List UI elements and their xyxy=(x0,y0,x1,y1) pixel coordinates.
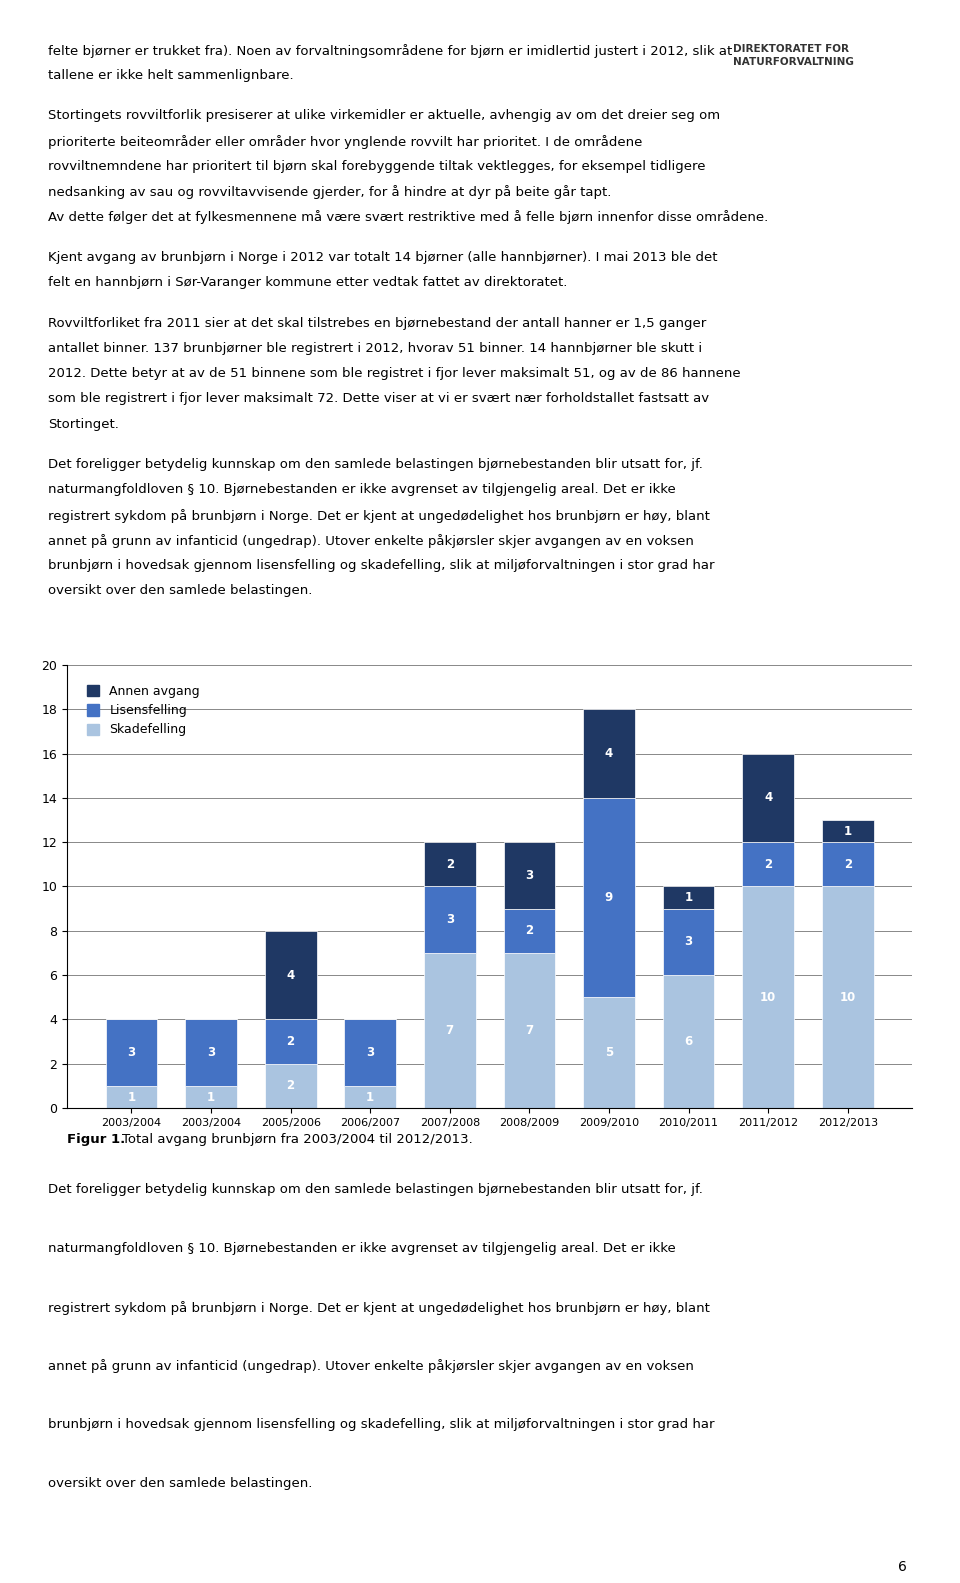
Text: 3: 3 xyxy=(366,1046,374,1059)
Text: 10: 10 xyxy=(840,991,856,1004)
Bar xyxy=(424,842,475,886)
Bar xyxy=(345,1019,396,1086)
Bar xyxy=(504,842,555,909)
Text: brunbjørn i hovedsak gjennom lisensfelling og skadefelling, slik at miljøforvalt: brunbjørn i hovedsak gjennom lisensfelli… xyxy=(48,559,714,571)
Text: 2: 2 xyxy=(445,858,454,871)
Text: 1: 1 xyxy=(844,825,852,837)
Text: annet på grunn av infanticid (ungedrap). Utover enkelte påkjørsler skjer avgange: annet på grunn av infanticid (ungedrap).… xyxy=(48,533,694,548)
Text: 2: 2 xyxy=(287,1080,295,1092)
Bar xyxy=(504,909,555,953)
Text: Stortingets rovviltforlik presiserer at ulike virkemidler er aktuelle, avhengig : Stortingets rovviltforlik presiserer at … xyxy=(48,109,720,122)
Text: Total avgang brunbjørn fra 2003/2004 til 2012/2013.: Total avgang brunbjørn fra 2003/2004 til… xyxy=(122,1133,473,1146)
Text: rovviltnemndene har prioritert til bjørn skal forebyggende tiltak vektlegges, fo: rovviltnemndene har prioritert til bjørn… xyxy=(48,160,706,173)
Text: 3: 3 xyxy=(525,869,534,882)
Bar xyxy=(822,820,874,842)
Text: 3: 3 xyxy=(684,936,692,948)
Bar xyxy=(662,909,714,975)
Text: brunbjørn i hovedsak gjennom lisensfelling og skadefelling, slik at miljøforvalt: brunbjørn i hovedsak gjennom lisensfelli… xyxy=(48,1418,714,1431)
Text: 2: 2 xyxy=(287,1035,295,1048)
Text: felte bjørner er trukket fra). Noen av forvaltningsområdene for bjørn er imidler: felte bjørner er trukket fra). Noen av f… xyxy=(48,44,732,57)
Text: antallet binner. 137 brunbjørner ble registrert i 2012, hvorav 51 binner. 14 han: antallet binner. 137 brunbjørner ble reg… xyxy=(48,342,702,355)
Bar xyxy=(662,975,714,1108)
Text: registrert sykdom på brunbjørn i Norge. Det er kjent at ungedødelighet hos brunb: registrert sykdom på brunbjørn i Norge. … xyxy=(48,1301,709,1314)
Text: naturmangfoldloven § 10. Bjørnebestanden er ikke avgrenset av tilgjengelig areal: naturmangfoldloven § 10. Bjørnebestanden… xyxy=(48,483,676,497)
Text: som ble registrert i fjor lever maksimalt 72. Dette viser at vi er svært nær for: som ble registrert i fjor lever maksimal… xyxy=(48,393,709,405)
Bar xyxy=(345,1086,396,1108)
Bar xyxy=(185,1086,237,1108)
Text: 6: 6 xyxy=(684,1035,693,1048)
Bar xyxy=(265,931,317,1019)
Bar xyxy=(424,886,475,953)
Text: Figur 1.: Figur 1. xyxy=(67,1133,126,1146)
Text: 1: 1 xyxy=(207,1091,215,1103)
Text: 2: 2 xyxy=(844,858,852,871)
Text: tallene er ikke helt sammenlignbare.: tallene er ikke helt sammenlignbare. xyxy=(48,70,294,82)
Text: 9: 9 xyxy=(605,891,613,904)
Text: 2012. Dette betyr at av de 51 binnene som ble registret i fjor lever maksimalt 5: 2012. Dette betyr at av de 51 binnene so… xyxy=(48,367,740,380)
Text: Det foreligger betydelig kunnskap om den samlede belastingen bjørnebestanden bli: Det foreligger betydelig kunnskap om den… xyxy=(48,1183,703,1195)
Text: 10: 10 xyxy=(760,991,777,1004)
Text: Rovviltforliket fra 2011 sier at det skal tilstrebes en bjørnebestand der antall: Rovviltforliket fra 2011 sier at det ska… xyxy=(48,317,707,329)
Bar xyxy=(583,997,635,1108)
Text: 1: 1 xyxy=(366,1091,374,1103)
Text: 5: 5 xyxy=(605,1046,613,1059)
Bar xyxy=(583,798,635,997)
Text: 6: 6 xyxy=(898,1561,907,1574)
Text: 3: 3 xyxy=(207,1046,215,1059)
Text: nedsanking av sau og rovviltavvisende gjerder, for å hindre at dyr på beite går : nedsanking av sau og rovviltavvisende gj… xyxy=(48,185,612,199)
Text: annet på grunn av infanticid (ungedrap). Utover enkelte påkjørsler skjer avgange: annet på grunn av infanticid (ungedrap).… xyxy=(48,1360,694,1374)
Bar xyxy=(265,1019,317,1064)
Bar xyxy=(742,754,794,842)
Text: 4: 4 xyxy=(764,792,772,804)
Text: 1: 1 xyxy=(128,1091,135,1103)
Bar xyxy=(265,1064,317,1108)
Text: 2: 2 xyxy=(764,858,772,871)
Bar xyxy=(185,1019,237,1086)
Text: 7: 7 xyxy=(445,1024,454,1037)
Text: felt en hannbjørn i Sør-Varanger kommune etter vedtak fattet av direktoratet.: felt en hannbjørn i Sør-Varanger kommune… xyxy=(48,275,567,290)
Text: 7: 7 xyxy=(525,1024,534,1037)
Text: oversikt over den samlede belastingen.: oversikt over den samlede belastingen. xyxy=(48,1477,312,1490)
Text: 3: 3 xyxy=(128,1046,135,1059)
Bar xyxy=(822,842,874,886)
Text: Stortinget.: Stortinget. xyxy=(48,418,119,431)
Text: Av dette følger det at fylkesmennene må være svært restriktive med å felle bjørn: Av dette følger det at fylkesmennene må … xyxy=(48,211,768,225)
Text: DIREKTORATET FOR
NATURFORVALTNING: DIREKTORATET FOR NATURFORVALTNING xyxy=(733,44,854,66)
Text: 4: 4 xyxy=(286,969,295,981)
Bar xyxy=(106,1019,157,1086)
Text: 1: 1 xyxy=(684,891,692,904)
Bar xyxy=(742,842,794,886)
Bar xyxy=(504,953,555,1108)
Text: Kjent avgang av brunbjørn i Norge i 2012 var totalt 14 bjørner (alle hannbjørner: Kjent avgang av brunbjørn i Norge i 2012… xyxy=(48,250,717,264)
Text: 2: 2 xyxy=(525,924,534,937)
Bar xyxy=(106,1086,157,1108)
Text: prioriterte beiteområder eller områder hvor ynglende rovvilt har prioritet. I de: prioriterte beiteområder eller områder h… xyxy=(48,135,642,149)
Bar xyxy=(662,886,714,909)
Bar xyxy=(424,953,475,1108)
Bar xyxy=(742,886,794,1108)
Text: registrert sykdom på brunbjørn i Norge. Det er kjent at ungedødelighet hos brunb: registrert sykdom på brunbjørn i Norge. … xyxy=(48,508,709,522)
Text: Det foreligger betydelig kunnskap om den samlede belastingen bjørnebestanden bli: Det foreligger betydelig kunnskap om den… xyxy=(48,457,703,472)
Legend: Annen avgang, Lisensfelling, Skadefelling: Annen avgang, Lisensfelling, Skadefellin… xyxy=(82,681,205,741)
Text: naturmangfoldloven § 10. Bjørnebestanden er ikke avgrenset av tilgjengelig areal: naturmangfoldloven § 10. Bjørnebestanden… xyxy=(48,1241,676,1255)
Text: 3: 3 xyxy=(445,913,454,926)
Bar xyxy=(583,709,635,798)
Bar xyxy=(822,886,874,1108)
Text: 4: 4 xyxy=(605,747,613,760)
Text: oversikt over den samlede belastingen.: oversikt over den samlede belastingen. xyxy=(48,584,312,597)
